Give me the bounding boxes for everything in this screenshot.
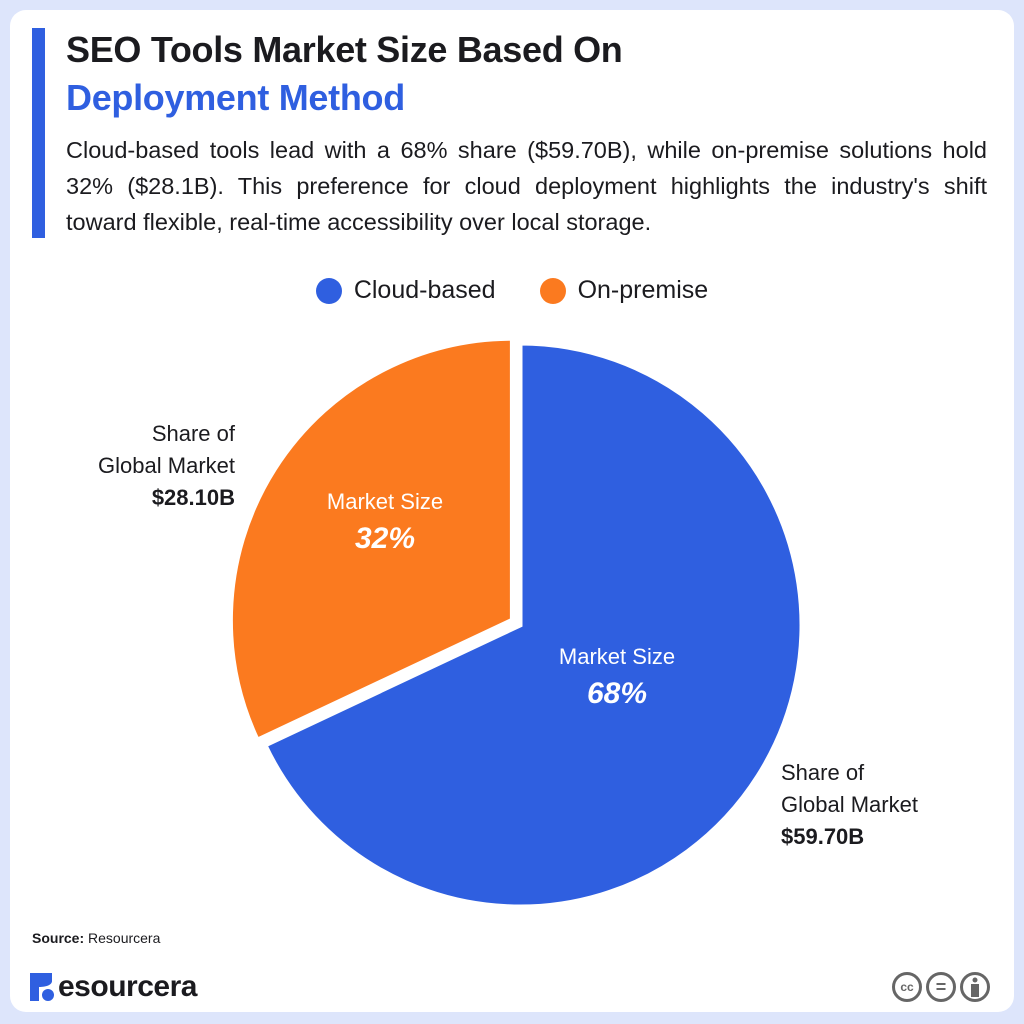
description: Cloud-based tools lead with a 68% share … [66, 137, 987, 235]
cc-icon: cc [892, 972, 922, 1002]
legend: Cloud-based On-premise [0, 276, 1024, 305]
legend-swatch-onpremise [539, 277, 566, 304]
inner-label: Market Size [558, 644, 676, 669]
logo-text: esourcera [58, 970, 197, 1003]
attribution-icon [960, 972, 990, 1002]
outer-label-onpremise: Share of Global Market $28.10B [98, 418, 235, 514]
outer-value: $28.10B [151, 485, 235, 510]
outer-value: $59.70B [781, 824, 865, 849]
outer-label-line: Global Market [781, 792, 918, 817]
slice-label-onpremise: Market Size 32% [290, 486, 480, 560]
outer-label-cloud: Share of Global Market $59.70B [781, 757, 918, 853]
pie-slice-cloud-based [261, 340, 805, 910]
page-title: SEO Tools Market Size Based On Deploymen… [66, 26, 623, 122]
outer-label-line: Share of [781, 760, 865, 785]
source-label: Source: [32, 930, 85, 946]
legend-swatch-cloud [315, 277, 342, 304]
inner-value: 68% [586, 677, 648, 710]
source: Source: Resourcera [32, 930, 160, 946]
title-line-2: Deployment Method [66, 77, 405, 118]
outer-label-line: Global Market [98, 453, 235, 478]
no-derivatives-icon: = [926, 972, 956, 1002]
inner-label: Market Size [326, 489, 444, 514]
legend-label-onpremise: On-premise [577, 276, 709, 304]
slice-label-cloud: Market Size 68% [522, 641, 712, 715]
outer-label-line: Share of [151, 421, 235, 446]
license-icons: cc = [892, 972, 990, 1002]
legend-item-cloud: Cloud-based [315, 276, 496, 305]
source-value: Resourcera [88, 930, 161, 946]
legend-label-cloud: Cloud-based [353, 276, 496, 304]
logo-mark-icon [30, 973, 56, 1001]
title-line-1: SEO Tools Market Size Based On [66, 29, 623, 70]
legend-item-onpremise: On-premise [539, 276, 709, 305]
logo: esourcera [30, 970, 197, 1004]
accent-bar [32, 28, 45, 238]
inner-value: 32% [354, 522, 416, 555]
pie-slice-on-premise [227, 335, 515, 744]
